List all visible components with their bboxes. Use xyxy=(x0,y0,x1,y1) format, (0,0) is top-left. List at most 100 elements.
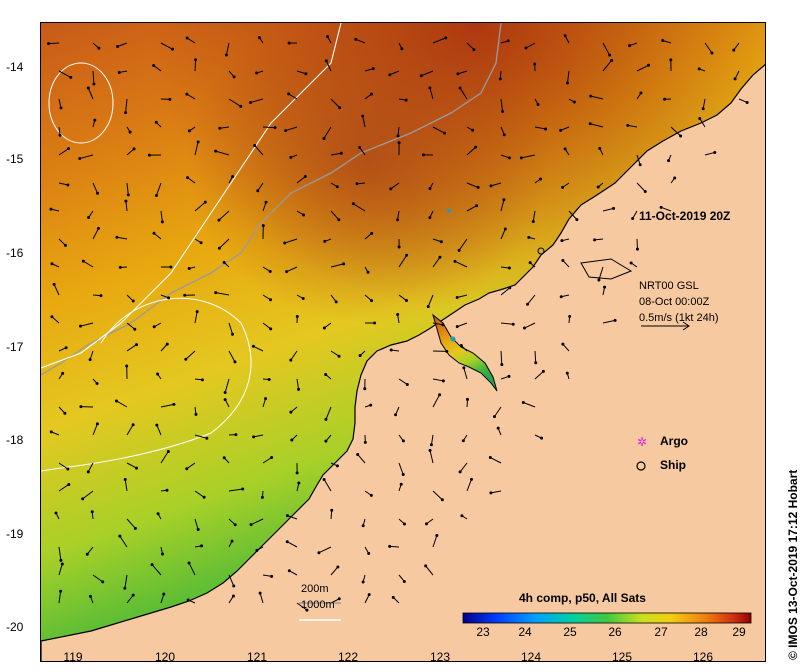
current-arrow xyxy=(432,322,443,326)
current-arrow-head xyxy=(67,147,71,151)
current-arrow xyxy=(87,462,94,473)
current-arrow-head xyxy=(363,387,367,391)
current-arrow xyxy=(296,176,306,184)
current-arrow-head xyxy=(186,598,190,602)
current-arrow xyxy=(126,322,136,330)
current-arrow-head xyxy=(78,324,82,328)
current-arrow xyxy=(250,518,264,526)
current-arrow-head xyxy=(428,86,432,90)
current-arrow xyxy=(330,263,344,268)
current-arrow-head xyxy=(284,129,288,133)
current-arrow-head xyxy=(443,131,447,135)
colorbar-title: 4h comp, p50, All Sats xyxy=(519,591,646,605)
current-arrow-head xyxy=(97,46,101,50)
current-arrow-head xyxy=(424,564,428,568)
current-arrow xyxy=(58,70,72,78)
current-arrow-head xyxy=(126,193,130,197)
current-arrow-head xyxy=(476,185,480,189)
current-arrow xyxy=(53,284,60,296)
current-arrow-head xyxy=(49,207,53,211)
current-arrow-head xyxy=(85,552,89,556)
current-arrow xyxy=(254,145,264,156)
current-arrow-head xyxy=(561,258,565,262)
current-arrow xyxy=(160,343,168,352)
current-arrow-head xyxy=(50,262,54,266)
current-arrow xyxy=(500,98,504,112)
current-arrow-head xyxy=(203,200,207,204)
current-arrow-head xyxy=(405,382,409,386)
current-arrow-head xyxy=(629,261,633,265)
current-arrow-head xyxy=(253,144,257,148)
current-arrow-head xyxy=(337,218,341,222)
colorbar-tick-label: 24 xyxy=(518,625,532,639)
current-arrow-head xyxy=(441,323,445,327)
current-arrow-head xyxy=(458,86,462,90)
current-arrow-head xyxy=(496,426,500,430)
colorbar xyxy=(462,612,752,624)
current-arrow-head xyxy=(297,481,301,485)
current-arrow-head xyxy=(444,36,448,40)
current-arrow-head xyxy=(152,325,156,329)
current-arrow-head xyxy=(589,94,593,98)
current-arrow-head xyxy=(396,134,400,138)
current-arrow-head xyxy=(123,477,127,481)
current-arrow-head xyxy=(270,456,274,460)
current-arrow-head xyxy=(63,411,67,415)
current-arrow xyxy=(398,378,408,385)
y-tick-label: -17 xyxy=(6,340,24,354)
current-arrow-head xyxy=(560,239,564,243)
current-arrow xyxy=(160,593,165,604)
current-arrow-head xyxy=(453,259,457,263)
current-info-line3: 0.5m/s (1kt 24h) xyxy=(639,312,719,324)
current-arrow xyxy=(325,406,332,420)
current-arrow-head xyxy=(200,378,204,382)
current-arrow xyxy=(534,126,546,130)
current-arrow xyxy=(699,118,706,128)
current-arrow-head xyxy=(156,512,160,516)
current-arrow-head xyxy=(455,325,459,329)
current-arrow-head xyxy=(255,71,259,75)
current-arrow xyxy=(257,182,264,192)
current-arrow xyxy=(534,350,537,363)
current-arrow xyxy=(500,350,503,365)
current-arrow-head xyxy=(301,297,305,301)
current-arrow xyxy=(188,562,196,576)
current-arrow-head xyxy=(388,544,392,548)
current-arrow-head xyxy=(231,332,235,336)
current-arrow-head xyxy=(133,526,137,530)
current-arrow-head xyxy=(354,37,358,41)
current-arrow xyxy=(262,322,271,330)
sst-map[interactable]: ✲ 11-Oct-2019 20Z NRT00 GSL 08-Oct 00:00… xyxy=(40,22,766,662)
current-arrow-head xyxy=(289,155,293,159)
y-tick-label: -18 xyxy=(6,433,24,447)
current-arrow xyxy=(523,402,536,408)
current-arrow xyxy=(500,228,506,240)
current-arrow-head xyxy=(419,74,423,78)
current-arrow-head xyxy=(95,382,99,386)
colorbar-tick-label: 29 xyxy=(732,625,746,639)
current-arrow-head xyxy=(337,354,341,358)
current-arrow xyxy=(323,126,332,139)
current-arrow-head xyxy=(401,439,405,443)
current-arrow xyxy=(116,236,128,240)
current-arrow-head xyxy=(568,314,572,318)
current-arrow-head xyxy=(131,423,135,427)
current-arrow-head xyxy=(49,430,53,434)
current-arrow xyxy=(429,450,434,464)
current-arrow-head xyxy=(257,35,261,39)
current-arrow-head xyxy=(339,151,343,155)
y-tick-label: -16 xyxy=(6,246,24,260)
current-arrow xyxy=(357,454,366,464)
current-arrow-head xyxy=(507,266,511,270)
current-arrow-head xyxy=(489,184,493,188)
current-arrow-head xyxy=(565,371,569,375)
current-arrow-head xyxy=(698,116,702,120)
current-arrow-head xyxy=(733,77,737,81)
current-arrow-head xyxy=(131,299,135,303)
current-arrow-head xyxy=(287,92,291,96)
current-arrow-head xyxy=(396,313,400,317)
current-arrow-head xyxy=(205,436,209,440)
current-arrow-head xyxy=(536,102,540,106)
current-arrow-head xyxy=(95,422,99,426)
current-arrow xyxy=(92,423,98,436)
